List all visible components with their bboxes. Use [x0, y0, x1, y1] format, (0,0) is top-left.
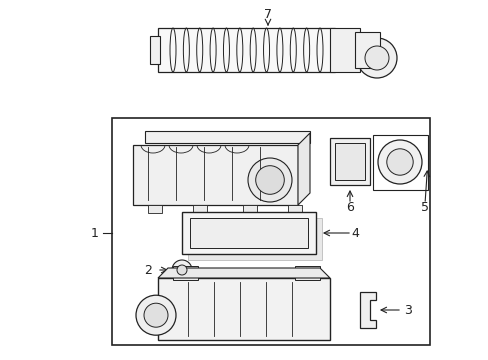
Polygon shape: [158, 268, 329, 278]
Text: 3: 3: [403, 303, 411, 316]
Bar: [190, 218, 307, 248]
Circle shape: [377, 140, 421, 184]
Bar: [187, 218, 321, 260]
Bar: [243, 205, 257, 213]
Bar: [193, 205, 206, 213]
Polygon shape: [145, 131, 309, 143]
Bar: [182, 212, 315, 254]
Bar: [329, 28, 359, 72]
Bar: [150, 36, 160, 64]
Circle shape: [143, 303, 168, 327]
Circle shape: [356, 38, 396, 78]
Text: 2: 2: [144, 264, 152, 276]
Circle shape: [255, 166, 284, 194]
Text: 1: 1: [91, 226, 99, 239]
Bar: [287, 205, 302, 213]
Text: 5: 5: [420, 201, 428, 213]
Bar: [294, 266, 319, 280]
Bar: [334, 143, 364, 180]
Bar: [148, 205, 162, 213]
Text: 4: 4: [350, 226, 358, 239]
Polygon shape: [297, 133, 309, 205]
Circle shape: [364, 46, 388, 70]
Bar: [372, 135, 427, 189]
Circle shape: [136, 295, 176, 335]
Bar: [158, 278, 329, 340]
Circle shape: [247, 158, 291, 202]
Text: 7: 7: [264, 8, 271, 21]
Circle shape: [177, 265, 186, 275]
Bar: [329, 138, 369, 185]
Bar: [173, 266, 198, 280]
Polygon shape: [359, 292, 375, 328]
Bar: [158, 28, 334, 72]
Polygon shape: [133, 145, 297, 205]
Bar: [354, 32, 379, 68]
Circle shape: [172, 260, 192, 280]
Text: 6: 6: [346, 201, 353, 213]
Bar: [112, 118, 429, 345]
Circle shape: [386, 149, 412, 175]
